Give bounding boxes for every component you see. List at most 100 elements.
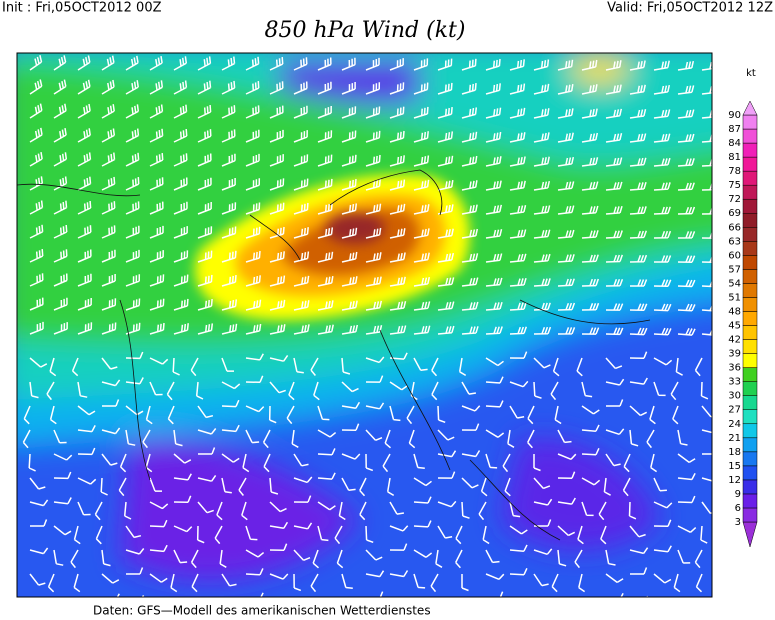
- wind-barb: [101, 274, 116, 287]
- wind-barb: [557, 59, 574, 71]
- wind-barb: [238, 596, 240, 597]
- wind-barb: [77, 249, 92, 263]
- wind-barb: [389, 325, 407, 335]
- wind-barb: [461, 574, 469, 592]
- wind-barb: [53, 453, 73, 461]
- wind-barb: [245, 323, 262, 335]
- wind-barb: [413, 301, 431, 311]
- wind-barb: [190, 357, 199, 377]
- wind-barb: [30, 519, 48, 527]
- wind-barb: [269, 178, 285, 191]
- wind-barb: [149, 544, 168, 553]
- wind-barb: [219, 549, 227, 568]
- wind-barb: [533, 108, 550, 119]
- map: [17, 53, 712, 597]
- wind-barb: [221, 424, 240, 433]
- wind-barb: [101, 249, 116, 263]
- wind-barb: [629, 84, 646, 95]
- wind-barb: [149, 477, 162, 492]
- wind-barb: [341, 401, 361, 410]
- colorbar: kt 3691215182124273033363942454851545760…: [728, 68, 758, 548]
- wind-barb: [389, 252, 406, 263]
- wind-barb: [221, 357, 234, 372]
- wind-barb: [29, 297, 44, 311]
- wind-barb: [359, 501, 367, 521]
- wind-barb: [197, 153, 212, 167]
- wind-barb: [509, 544, 528, 552]
- colorbar-label: 48: [728, 306, 741, 317]
- wind-barb: [389, 179, 406, 191]
- colorbar-label: 42: [728, 335, 741, 346]
- colorbar-band: [742, 325, 758, 340]
- wind-barb: [605, 181, 623, 191]
- wind-barb: [389, 501, 405, 515]
- wind-barb: [71, 357, 79, 377]
- wind-barb: [461, 228, 479, 239]
- wind-barb: [646, 429, 655, 449]
- wind-barb: [149, 177, 164, 191]
- wind-barb: [629, 157, 647, 167]
- colorbar-band: [742, 423, 758, 439]
- wind-barb: [389, 82, 405, 95]
- wind-barb: [77, 176, 92, 191]
- wind-barb: [382, 453, 391, 473]
- wind-barb: [413, 496, 432, 504]
- wind-barb: [389, 58, 404, 71]
- wind-barb: [125, 104, 140, 119]
- wind-barb: [125, 274, 141, 287]
- wind-barb: [365, 203, 382, 215]
- wind-barb: [149, 225, 164, 239]
- wind-barb: [485, 376, 504, 384]
- wind-barb: [437, 500, 457, 508]
- wind-barb: [437, 58, 453, 71]
- wind-barb: [653, 545, 672, 553]
- wind-barb: [557, 132, 574, 143]
- wind-barb: [341, 227, 358, 239]
- wind-barb: [269, 573, 289, 580]
- wind-barb: [77, 501, 91, 516]
- wind-barb: [293, 178, 309, 191]
- wind-barb: [653, 357, 673, 366]
- colorbar-label: 3: [735, 517, 741, 528]
- wind-barb: [173, 201, 188, 215]
- wind-barb: [461, 277, 479, 287]
- wind-barb: [574, 549, 583, 569]
- wind-barb: [509, 380, 529, 388]
- wind-barb: [437, 405, 446, 424]
- wind-barb: [461, 107, 478, 119]
- wind-barb: [125, 429, 136, 446]
- colorbar-label: 30: [728, 391, 741, 402]
- wind-barb: [629, 254, 648, 263]
- colorbar-band: [742, 479, 758, 495]
- wind-barb: [269, 299, 286, 311]
- wind-barb: [581, 447, 600, 456]
- wind-barb: [509, 525, 528, 535]
- wind-barb: [77, 128, 91, 143]
- wind-barb: [581, 132, 599, 143]
- wind-barb: [101, 55, 115, 71]
- wind-barb: [49, 405, 57, 425]
- wind-barb: [317, 324, 334, 335]
- wind-barb: [125, 405, 144, 416]
- wind-barb: [29, 381, 39, 399]
- wind-barb: [673, 573, 681, 593]
- wind-barb: [677, 158, 695, 167]
- wind-barb: [365, 82, 381, 95]
- wind-barb: [504, 477, 511, 497]
- wind-barb: [173, 250, 189, 263]
- wind-barb: [461, 477, 479, 489]
- wind-barb: [170, 573, 178, 593]
- colorbar-band: [742, 367, 758, 382]
- wind-barb: [29, 103, 43, 119]
- wind-barb: [389, 130, 405, 143]
- wind-barb: [216, 501, 223, 521]
- colorbar-label: 60: [728, 250, 741, 261]
- wind-barb: [695, 573, 703, 593]
- wind-barb: [269, 275, 286, 287]
- wind-barb: [485, 156, 502, 167]
- wind-barb: [413, 179, 430, 191]
- wind-barb: [629, 405, 648, 417]
- wind-barb: [499, 591, 504, 597]
- wind-barb: [485, 253, 503, 263]
